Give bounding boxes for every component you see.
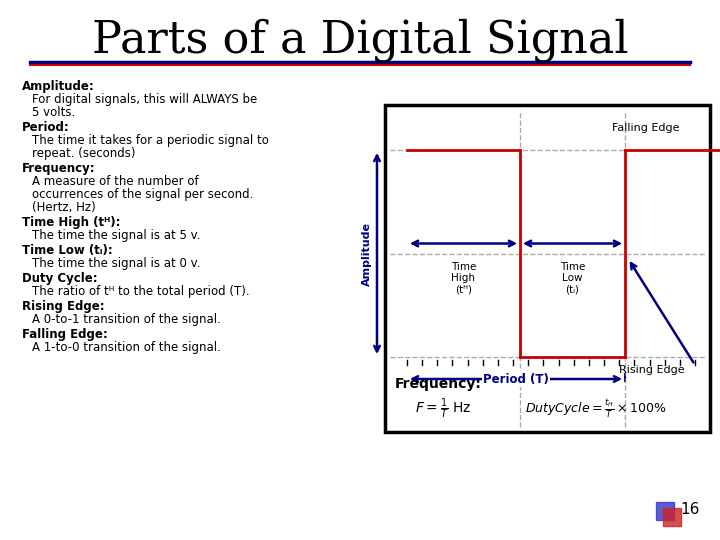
Bar xyxy=(663,508,681,526)
Text: (Hertz, Hz): (Hertz, Hz) xyxy=(32,201,96,214)
FancyBboxPatch shape xyxy=(385,105,710,432)
Text: Rising Edge:: Rising Edge: xyxy=(22,300,104,313)
Text: Rising Edge: Rising Edge xyxy=(619,365,685,375)
Text: Amplitude:: Amplitude: xyxy=(22,80,95,93)
Text: Frequency:: Frequency: xyxy=(395,377,482,391)
Text: Falling Edge:: Falling Edge: xyxy=(22,328,108,341)
Bar xyxy=(656,502,674,520)
Text: Time
High
(tᴴ): Time High (tᴴ) xyxy=(451,261,476,295)
Text: Amplitude: Amplitude xyxy=(362,221,372,286)
Text: A measure of the number of: A measure of the number of xyxy=(32,175,199,188)
Text: A 1-to-0 transition of the signal.: A 1-to-0 transition of the signal. xyxy=(32,341,221,354)
Text: occurrences of the signal per second.: occurrences of the signal per second. xyxy=(32,188,253,201)
Text: The time it takes for a periodic signal to: The time it takes for a periodic signal … xyxy=(32,134,269,147)
Text: 16: 16 xyxy=(680,503,700,517)
Text: Period (T): Period (T) xyxy=(483,373,549,386)
Text: The time the signal is at 0 v.: The time the signal is at 0 v. xyxy=(32,257,200,270)
Text: Period:: Period: xyxy=(22,121,70,134)
Text: Duty Cycle:: Duty Cycle: xyxy=(22,272,98,285)
Text: Time Low (tₗ):: Time Low (tₗ): xyxy=(22,244,113,257)
Text: Time
Low
(tₗ): Time Low (tₗ) xyxy=(560,261,585,295)
Text: Frequency:: Frequency: xyxy=(22,162,96,175)
Text: repeat. (seconds): repeat. (seconds) xyxy=(32,147,135,160)
Text: 5 volts.: 5 volts. xyxy=(32,106,76,119)
Text: The ratio of tᴴ to the total period (T).: The ratio of tᴴ to the total period (T). xyxy=(32,285,250,298)
Text: For digital signals, this will ALWAYS be: For digital signals, this will ALWAYS be xyxy=(32,93,257,106)
Text: Falling Edge: Falling Edge xyxy=(613,123,680,133)
Text: $DutyCycle = \frac{t_H}{T} \times 100\%$: $DutyCycle = \frac{t_H}{T} \times 100\%$ xyxy=(525,398,667,420)
Text: Parts of a Digital Signal: Parts of a Digital Signal xyxy=(91,18,629,62)
Text: A 0-to-1 transition of the signal.: A 0-to-1 transition of the signal. xyxy=(32,313,221,326)
Text: $F = \frac{1}{T}$ Hz: $F = \frac{1}{T}$ Hz xyxy=(415,397,472,421)
Text: Time High (tᴴ):: Time High (tᴴ): xyxy=(22,216,120,229)
Text: The time the signal is at 5 v.: The time the signal is at 5 v. xyxy=(32,229,200,242)
